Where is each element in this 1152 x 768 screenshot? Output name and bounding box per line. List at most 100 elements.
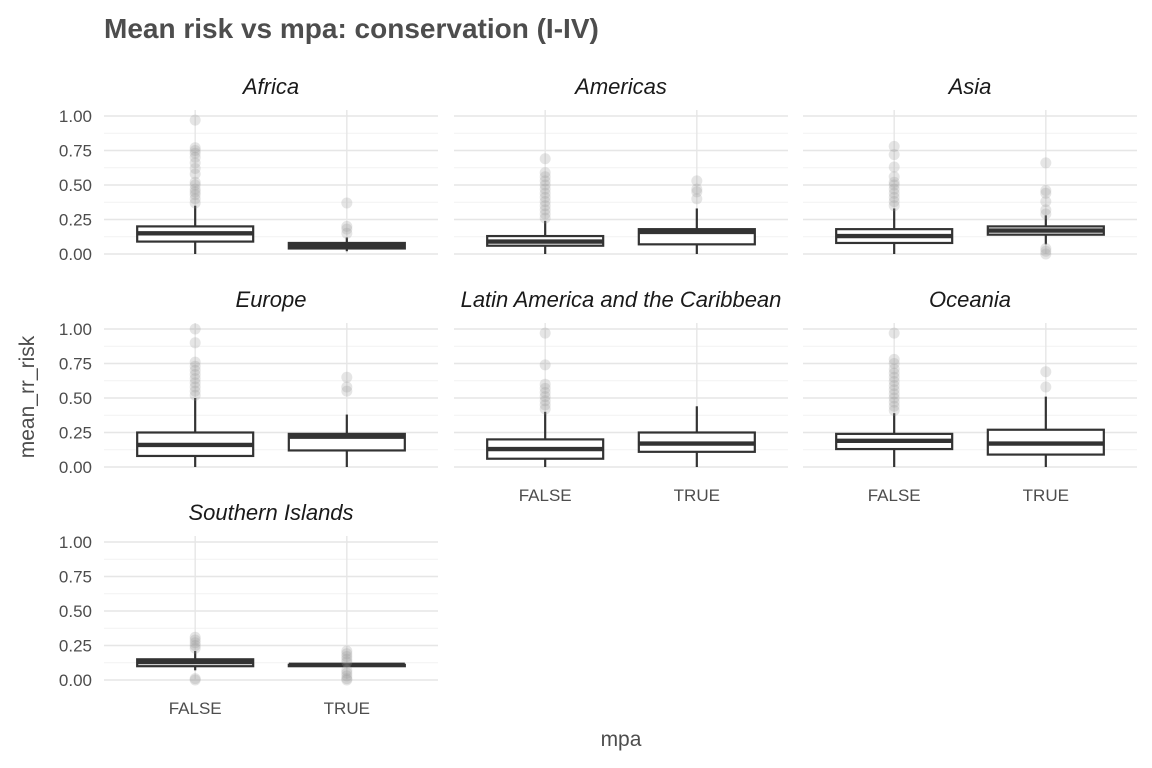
outlier-point [341,651,353,663]
facet-panel-southern-islands: Southern Islands 0.00 0.25 0.50 0.75 1.00 FALS… [59,500,438,718]
box-false [835,327,954,467]
outlier-point [341,223,353,235]
outlier-point [341,664,353,676]
outlier-point [1040,196,1052,208]
outlier-point [189,189,201,201]
outlier-point [341,656,353,668]
outlier-point [888,149,900,161]
outlier-point [1040,248,1052,260]
outlier-point [189,157,201,169]
facet-strip-label: Americas [573,74,667,99]
y-tick-label: 1.00 [59,107,92,126]
outlier-point [539,183,551,195]
outlier-point [189,369,201,381]
outlier-point [189,323,201,335]
outlier-point [189,337,201,349]
outlier-point [341,673,353,685]
facet-panel-europe: Europe 0.00 0.25 0.50 0.75 1.00 [59,287,438,477]
x-tick-label: FALSE [519,486,572,505]
outlier-point [189,373,201,385]
outlier-point [539,382,551,394]
outlier-point [1040,366,1052,378]
facet-strip-label: Africa [241,74,299,99]
outlier-point [888,353,900,365]
outlier-point [341,227,353,239]
x-tick-label: TRUE [674,486,720,505]
y-tick-label: 0.25 [59,637,92,656]
outlier-point [189,147,201,159]
outlier-point [888,140,900,152]
facet-panels: Africa 0.00 0.25 0.50 0.75 1.00 Americas Asia Eu… [59,74,1137,718]
facet-panel-africa: Africa 0.00 0.25 0.50 0.75 1.00 [59,74,438,264]
facet-strip-label: Southern Islands [188,500,353,525]
outlier-point [888,363,900,375]
y-tick-label: 1.00 [59,533,92,552]
outlier-point [189,179,201,191]
outlier-point [341,371,353,383]
x-tick-label: TRUE [1023,486,1069,505]
outlier-point [189,168,201,180]
facet-panel-americas: Americas [454,74,788,255]
outlier-point [691,193,703,205]
outlier-point [1040,208,1052,220]
outlier-point [189,162,201,174]
facet-strip-label: Europe [236,287,307,312]
outlier-point [888,358,900,369]
outlier-point [1040,157,1052,169]
outlier-point [189,634,201,646]
outlier-point [888,171,900,183]
outlier-point [691,183,703,195]
x-axis-title: mpa [601,728,642,751]
outlier-point [539,167,551,179]
box-false [835,140,954,254]
y-tick-label: 0.75 [59,355,92,374]
outlier-point [539,391,551,403]
box-true [637,175,756,254]
y-tick-label: 0.25 [59,211,92,230]
outlier-point [1040,245,1052,257]
outlier-point [189,183,201,195]
outlier-point [888,161,900,173]
outlier-point [539,399,551,411]
outlier-point [189,637,201,649]
outlier-point [189,674,201,686]
outlier-point [341,645,353,657]
outlier-point [189,142,201,154]
outlier-point [539,395,551,407]
outlier-point [189,176,201,188]
outlier-point [1040,381,1052,393]
outlier-point [1040,242,1052,254]
box-false [136,114,255,254]
outlier-point [1040,187,1052,199]
outlier-point [189,356,201,368]
outlier-point [888,404,900,416]
outlier-point [888,367,900,379]
outlier-point [539,359,551,371]
outlier-point [341,220,353,232]
outlier-point [341,674,353,686]
outlier-point [539,378,551,390]
facet-strip-label: Latin America and the Caribbean [461,287,782,312]
outlier-point [888,375,900,387]
box-true [287,371,406,467]
y-tick-label: 0.50 [59,389,92,408]
outlier-point [189,186,201,198]
outlier-point [189,193,201,205]
y-tick-label: 1.00 [59,320,92,339]
y-tick-label: 0.25 [59,424,92,443]
outlier-point [341,197,353,209]
x-tick-label: FALSE [169,699,222,718]
facet-panel-latin-america-and-the-caribbean: Latin America and the Caribbean FALSE TRUE [454,287,788,505]
y-tick-label: 0.75 [59,142,92,161]
outlier-point [189,631,201,643]
outlier-point [539,204,551,216]
outlier-point [888,396,900,408]
outlier-point [1040,185,1052,197]
box-true [986,366,1105,467]
x-tick-label: FALSE [868,486,921,505]
outlier-point [341,385,353,397]
outlier-point [189,673,201,685]
outlier-point [539,171,551,183]
outlier-point [888,388,900,400]
outlier-point [539,191,551,203]
